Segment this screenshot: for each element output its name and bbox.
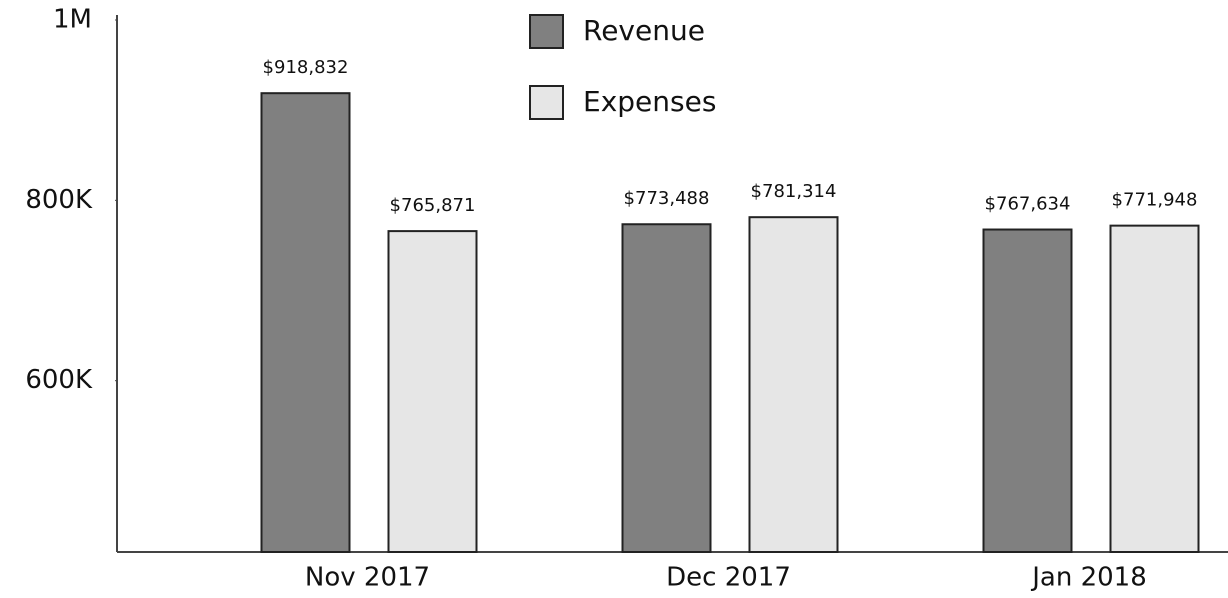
bar	[748, 216, 839, 553]
bar	[1109, 224, 1200, 553]
legend-label: Revenue	[583, 14, 705, 47]
legend-swatch	[529, 14, 564, 49]
y-tick-label: 600K	[25, 365, 93, 395]
value-label: $773,488	[624, 188, 710, 209]
bar	[982, 228, 1073, 553]
value-label: $781,314	[751, 181, 837, 202]
bar	[621, 223, 712, 553]
value-label: $918,832	[263, 57, 349, 78]
legend-label: Expenses	[583, 85, 716, 118]
x-tick-label: Nov 2017	[305, 563, 430, 593]
y-tick-label: 800K	[25, 185, 93, 215]
x-tick-label: Dec 2017	[666, 563, 791, 593]
x-tick-label: Jan 2018	[1030, 563, 1147, 593]
bar	[260, 92, 351, 553]
value-label: $771,948	[1112, 190, 1198, 211]
y-tick-label: 1M	[53, 5, 92, 35]
bar	[387, 230, 478, 554]
legend-swatch	[529, 85, 564, 120]
value-label: $765,871	[390, 195, 476, 216]
value-label: $767,634	[985, 194, 1071, 215]
